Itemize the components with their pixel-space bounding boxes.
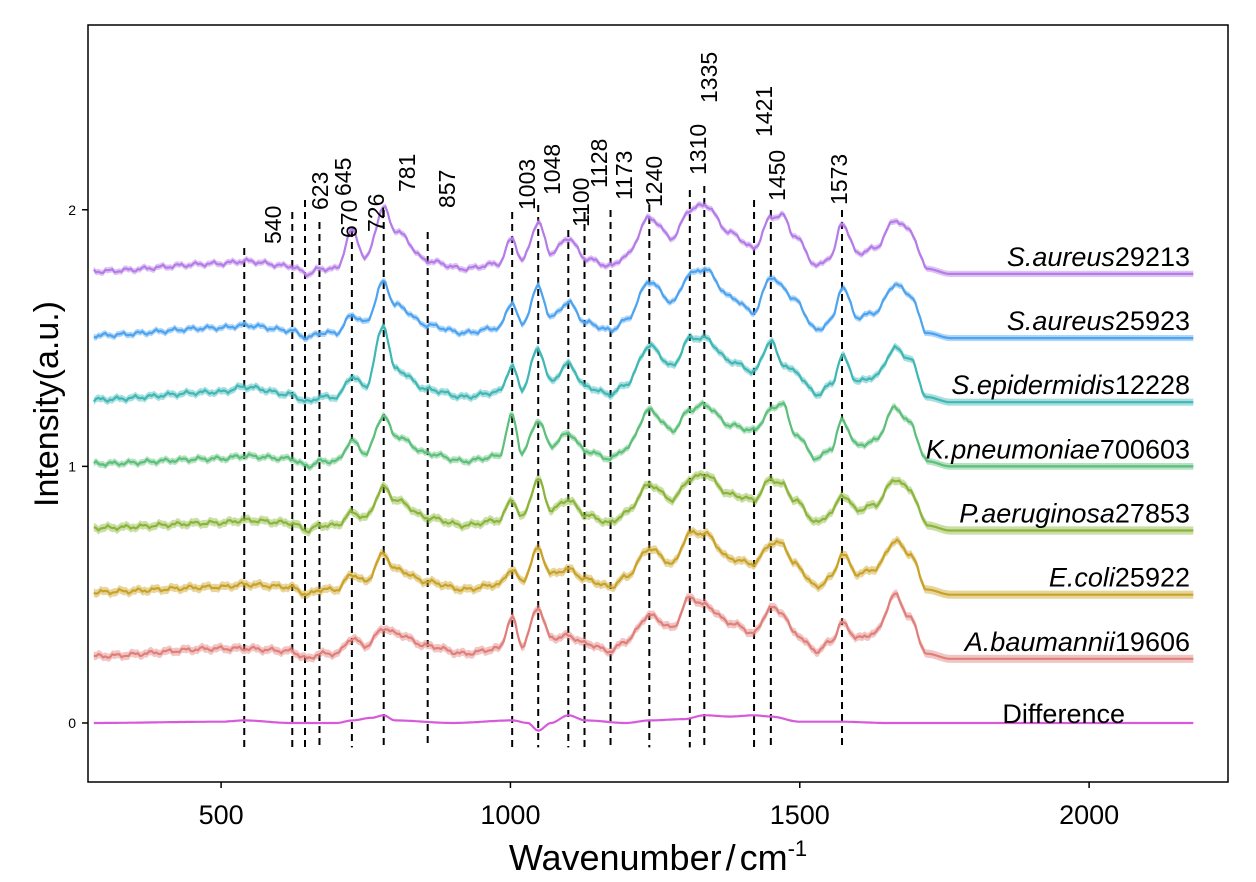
series-label-strain-2: 25923 bbox=[1115, 306, 1190, 336]
peak-label-645: 645 bbox=[330, 158, 356, 196]
series-line-2 bbox=[93, 267, 1194, 341]
plot-panel-frame bbox=[87, 24, 1229, 783]
x-axis-title-exponent: -1 bbox=[788, 836, 808, 861]
series-label-strain-6: 25922 bbox=[1115, 563, 1190, 593]
peak-label-623: 623 bbox=[307, 172, 333, 210]
peak-label-1128: 1128 bbox=[586, 139, 612, 188]
x-axis-title-quantity: Wavenumber bbox=[509, 837, 722, 878]
series-3 bbox=[92, 322, 1194, 406]
peak-label-781: 781 bbox=[394, 154, 420, 192]
series-label-strain-8: Difference bbox=[1002, 699, 1125, 729]
peak-label-1335: 1335 bbox=[696, 52, 722, 103]
series-label-strain-5: 27853 bbox=[1115, 499, 1190, 529]
peak-label-726: 726 bbox=[363, 194, 389, 232]
series-8 bbox=[93, 714, 1194, 732]
peak-label-1173: 1173 bbox=[611, 151, 637, 200]
series-2 bbox=[93, 265, 1194, 343]
y-axis: 0 1 2 bbox=[68, 202, 88, 731]
series-label-species-4: K.pneumoniae bbox=[926, 434, 1100, 464]
peak-label-670: 670 bbox=[336, 200, 362, 238]
series-label-strain-7: 19606 bbox=[1115, 627, 1190, 657]
series-label-species-2: S.aureus bbox=[1007, 306, 1115, 336]
series-label-species-1: S.aureus bbox=[1007, 242, 1115, 272]
y-tick-label-2: 2 bbox=[68, 202, 76, 218]
peak-label-540: 540 bbox=[260, 206, 286, 244]
series-band-4 bbox=[93, 399, 1194, 472]
x-tick-label-500: 500 bbox=[199, 800, 244, 830]
x-axis-title: Wavenumber / cm-1 bbox=[509, 836, 807, 878]
series-6 bbox=[93, 526, 1194, 600]
x-axis-title-unit: cm bbox=[740, 837, 788, 878]
series-label-1: S.aureus29213 bbox=[1007, 242, 1190, 272]
x-axis: 500 1000 1500 2000 bbox=[199, 782, 1119, 830]
peak-label-1100: 1100 bbox=[568, 178, 594, 227]
series-7 bbox=[93, 589, 1194, 663]
series-line-7 bbox=[93, 592, 1194, 660]
series-label-4: K.pneumoniae700603 bbox=[926, 434, 1190, 464]
series-label-species-6: E.coli bbox=[1049, 563, 1116, 593]
y-axis-title: Intensity(a.u.) bbox=[28, 301, 66, 507]
series-line-3 bbox=[92, 323, 1194, 404]
y-tick-label-1: 1 bbox=[68, 458, 76, 474]
x-tick-label-2000: 2000 bbox=[1059, 800, 1119, 830]
series-line-4 bbox=[93, 401, 1194, 470]
series-line-6 bbox=[93, 529, 1194, 597]
y-tick-label-0: 0 bbox=[68, 715, 76, 731]
series-label-strain-1: 29213 bbox=[1115, 242, 1190, 272]
x-axis-title-separator: / bbox=[726, 837, 736, 878]
x-tick-label-1000: 1000 bbox=[480, 800, 540, 830]
x-tick-label-1500: 1500 bbox=[770, 800, 830, 830]
peak-label-1240: 1240 bbox=[641, 156, 667, 207]
series-label-7: A.baumannii19606 bbox=[963, 627, 1190, 657]
series-5 bbox=[93, 470, 1194, 537]
series-label-species-3: S.epidermidis bbox=[951, 370, 1115, 400]
series-label-5: P.aeruginosa27853 bbox=[959, 499, 1190, 529]
series-line-5 bbox=[93, 472, 1194, 534]
peak-label-1003: 1003 bbox=[514, 159, 540, 210]
series-band-2 bbox=[93, 265, 1194, 343]
series-label-8: Difference bbox=[1002, 699, 1125, 729]
series-label-2: S.aureus25923 bbox=[1007, 306, 1190, 336]
series-line-8 bbox=[93, 714, 1194, 732]
series-1 bbox=[92, 201, 1194, 280]
series-line-1 bbox=[92, 203, 1194, 278]
peak-label-857: 857 bbox=[434, 170, 460, 208]
series-label-3: S.epidermidis12228 bbox=[951, 370, 1190, 400]
series-label-species-5: P.aeruginosa bbox=[959, 499, 1115, 529]
series-label-strain-3: 12228 bbox=[1115, 370, 1190, 400]
peak-label-1573: 1573 bbox=[826, 154, 852, 205]
peak-label-1310: 1310 bbox=[685, 124, 711, 175]
series-label-strain-4: 700603 bbox=[1100, 434, 1190, 464]
peak-label-1421: 1421 bbox=[751, 86, 777, 137]
series-label-6: E.coli25922 bbox=[1049, 563, 1190, 593]
series-4 bbox=[93, 399, 1194, 472]
series-band-1 bbox=[93, 201, 1194, 280]
peak-label-1450: 1450 bbox=[764, 150, 790, 201]
spectra-series bbox=[92, 201, 1194, 732]
series-labels: S.aureus29213S.aureus25923S.epidermidis1… bbox=[926, 242, 1190, 729]
peak-label-1048: 1048 bbox=[539, 144, 565, 195]
series-label-species-7: A.baumannii bbox=[963, 627, 1116, 657]
